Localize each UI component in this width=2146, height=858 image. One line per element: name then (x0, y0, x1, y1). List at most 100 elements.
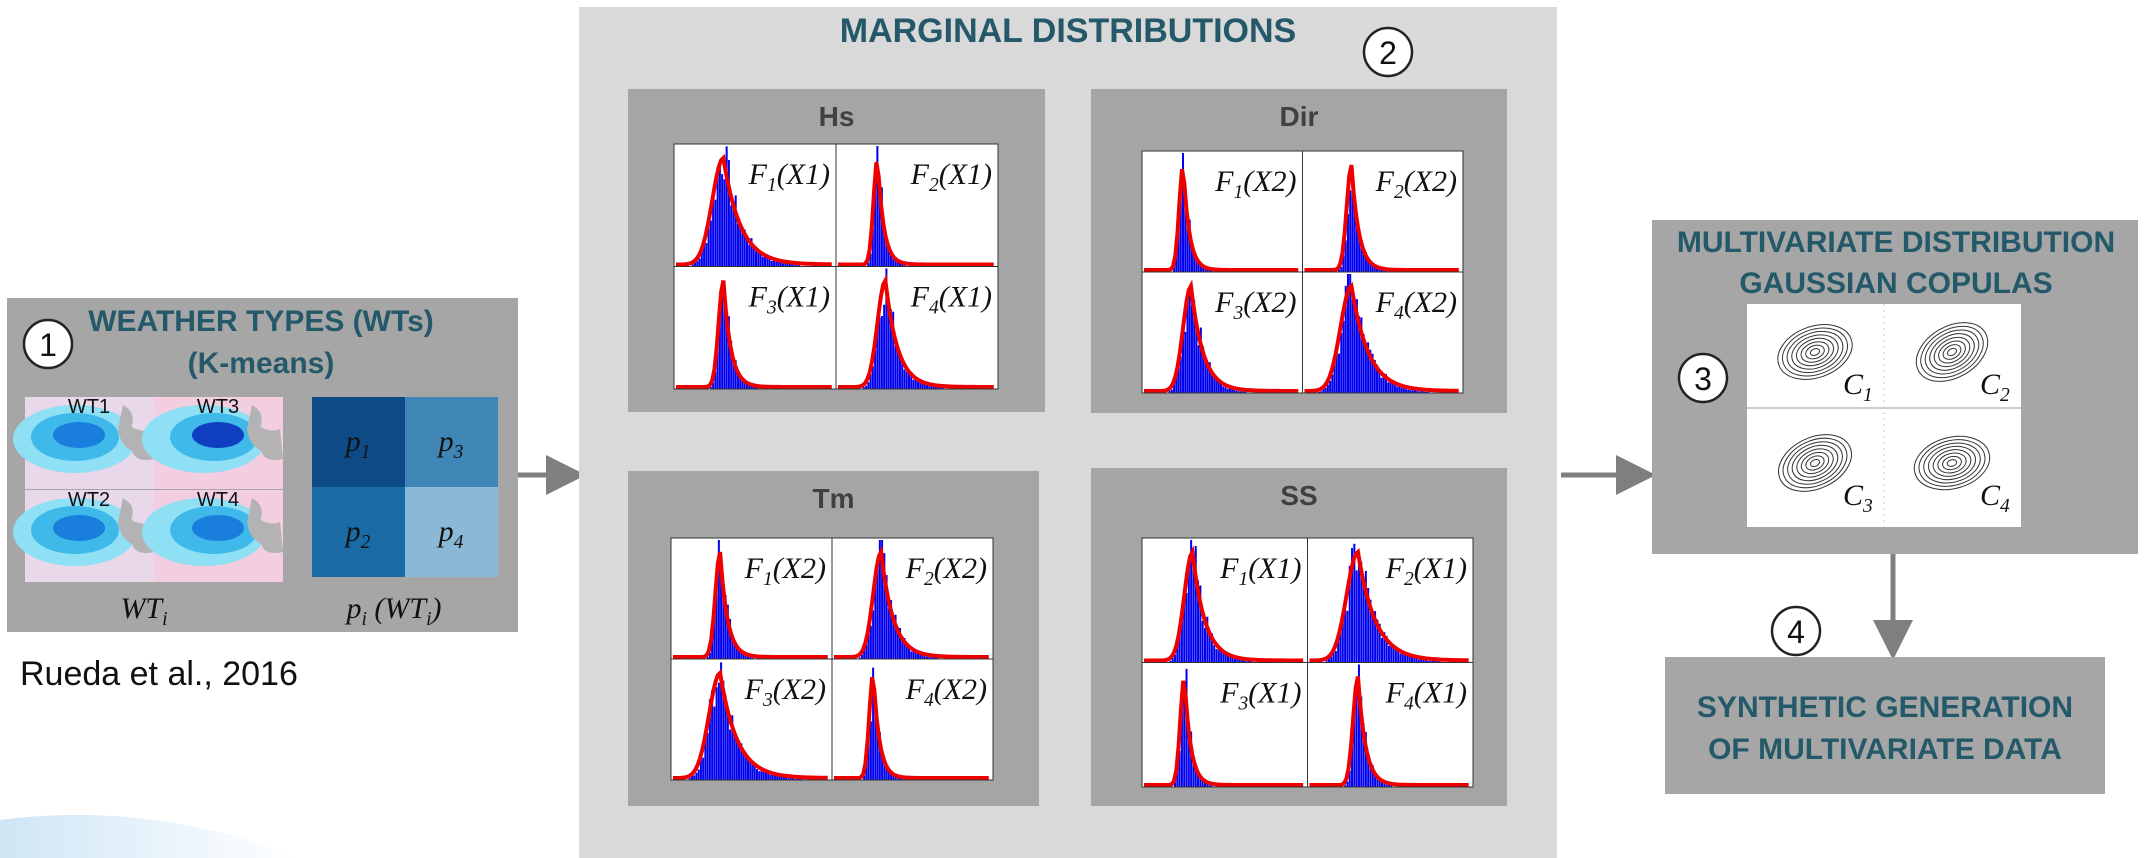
weather-map: WT1 (13, 396, 154, 489)
formula-text: F (744, 673, 764, 706)
map-label: WT4 (197, 489, 239, 511)
formula-text: (WT (367, 592, 428, 625)
formula-text: C (1980, 368, 2001, 401)
decor (0, 815, 300, 858)
distribution-label: F1(X2) (1214, 165, 1296, 203)
formula-text: (X1) (1248, 677, 1301, 710)
formula-text: WT (120, 592, 164, 625)
formula-text: F (1219, 677, 1239, 710)
histogram-bar (696, 261, 698, 266)
histogram-bar (723, 179, 725, 266)
formula-text: p (344, 515, 361, 548)
distribution-label: F2(X1) (1385, 552, 1467, 590)
histogram-bar (1204, 628, 1206, 663)
formula-sub: 3 (1237, 694, 1248, 715)
formula-text: F (1375, 165, 1395, 198)
histogram-bar (1335, 651, 1337, 662)
histogram-bar (906, 647, 908, 659)
histogram-bar (699, 258, 701, 266)
distribution-label: F1(X1) (748, 158, 830, 196)
histogram-bar (881, 316, 883, 389)
multivariate-title: MULTIVARIATE DISTRIBUTION (1677, 226, 2115, 259)
histogram-bar (721, 174, 723, 266)
histogram-bar (910, 651, 912, 659)
histogram-bar (872, 610, 874, 659)
panel-title: Hs (819, 101, 855, 132)
histogram-bar (1184, 332, 1186, 393)
synthetic-title: OF MULTIVARIATE DATA (1708, 733, 2062, 766)
formula-text: F (905, 673, 925, 706)
formula-text: (X1) (939, 281, 992, 314)
histogram-bar (1403, 388, 1405, 393)
formula-text: (X2) (1404, 165, 1457, 198)
histogram-bar (870, 626, 872, 659)
histogram-bar (867, 382, 869, 389)
formula-sub: 2 (361, 532, 371, 553)
formula-sub: 4 (929, 298, 939, 319)
distribution-label: F4(X1) (910, 281, 992, 319)
histogram-bar (756, 769, 758, 780)
distribution-label: F4(X2) (1375, 286, 1457, 324)
histogram-bar (755, 251, 757, 266)
distribution-label: F2(X2) (905, 552, 987, 590)
weather-map: WT4 (142, 489, 283, 582)
histogram-bar (1329, 381, 1331, 393)
map-label: WT1 (68, 396, 110, 418)
histogram-bar (1381, 378, 1383, 393)
histogram-bar (718, 683, 720, 780)
formula-text: C (1980, 479, 2001, 512)
wt-title: (K-means) (188, 347, 335, 380)
formula-sub: 4 (924, 690, 934, 711)
wt-title: WEATHER TYPES (WTs) (88, 305, 434, 338)
map-label: WT2 (68, 489, 110, 511)
formula-text: F (1385, 552, 1405, 585)
histogram-bar (1399, 654, 1401, 663)
histogram-bar (760, 771, 762, 780)
histogram-bar (769, 259, 771, 266)
histogram-bar (705, 243, 707, 266)
formula-text: ) (430, 592, 442, 625)
histogram-bar (716, 687, 718, 780)
histogram-bar (758, 771, 760, 780)
histogram-bar (1218, 650, 1220, 662)
formula-text: F (1214, 165, 1234, 198)
histogram-bar (702, 758, 704, 780)
formula-sub: 2 (924, 569, 934, 590)
distribution-label: F4(X1) (1385, 677, 1467, 715)
formula-sub: 1 (1233, 182, 1243, 203)
histogram-bar (919, 383, 921, 389)
map-field (53, 422, 105, 448)
step-number: 2 (1379, 35, 1397, 71)
map-field (192, 515, 244, 541)
histogram-bar (1186, 593, 1188, 662)
histogram-bar (894, 346, 896, 389)
histogram-bar (1351, 298, 1353, 393)
weather-map: WT3 (142, 396, 283, 489)
formula-text: F (910, 281, 930, 314)
formula-text: (X1) (777, 281, 830, 314)
formula-text: (X2) (773, 673, 826, 706)
histogram-bar (747, 760, 749, 780)
formula-sub: 1 (763, 569, 773, 590)
histogram-bar (1209, 635, 1211, 662)
formula-text: (X2) (1243, 286, 1296, 319)
histogram-bar (776, 776, 778, 780)
histogram-bar (748, 245, 750, 267)
formula-text: p (437, 515, 454, 548)
histogram-bar (1224, 387, 1226, 393)
weather-map: WT2 (13, 489, 154, 582)
formula-text: (X1) (777, 158, 830, 191)
histogram-bar (913, 651, 915, 659)
formula-sub: 1 (767, 175, 777, 196)
formula-text: (X2) (1243, 165, 1296, 198)
histogram-bar (730, 205, 732, 266)
formula-text: F (744, 552, 764, 585)
histogram-bar (1396, 387, 1398, 393)
histogram-bar (727, 714, 729, 780)
panel-title: Dir (1280, 101, 1319, 132)
histogram-bar (1356, 570, 1358, 662)
formula-text: F (905, 552, 925, 585)
formula-sub: 3 (1862, 496, 1873, 517)
histogram-bar (710, 220, 712, 266)
step-number: 1 (39, 327, 57, 363)
